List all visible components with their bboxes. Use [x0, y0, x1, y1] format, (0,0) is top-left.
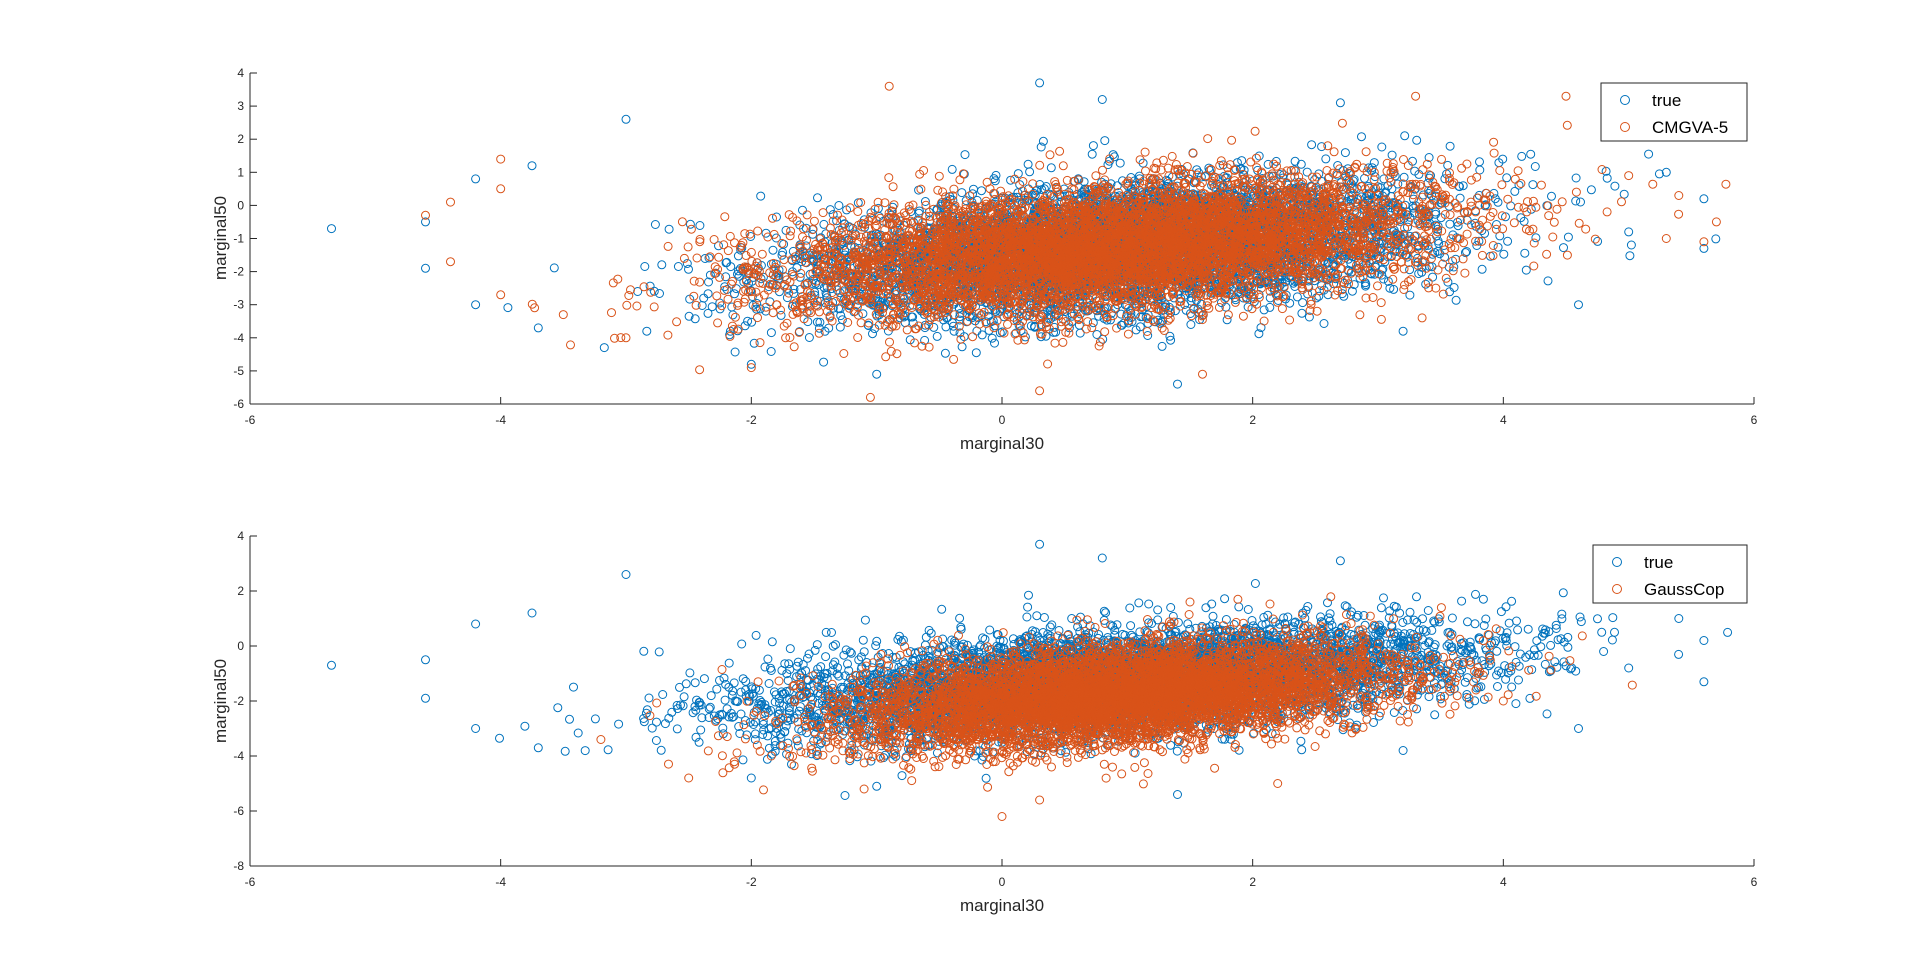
scatter-point [1458, 181, 1468, 191]
scatter-point [714, 241, 723, 251]
subplot-1-points [327, 78, 1731, 402]
scatter-point [1423, 240, 1433, 250]
scatter-point [955, 312, 965, 322]
